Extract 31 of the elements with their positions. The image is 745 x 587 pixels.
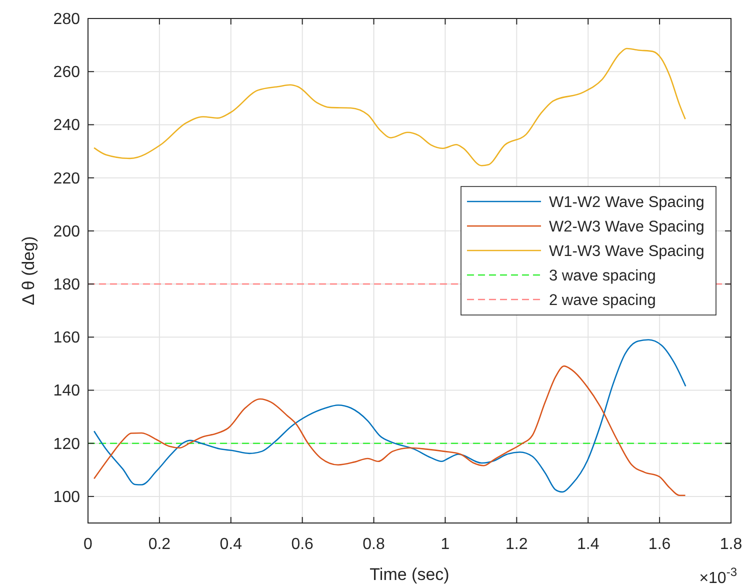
legend-label: W1-W3 Wave Spacing: [549, 243, 704, 260]
legend-label: W1-W2 Wave Spacing: [549, 194, 704, 211]
x-tick-label: 1.6: [648, 536, 671, 553]
x-tick-label: 1.2: [506, 536, 528, 553]
y-tick-label: 220: [53, 170, 80, 188]
x-tick-label: 1: [440, 536, 450, 553]
line-series: [93, 48, 686, 166]
line-series: [93, 339, 686, 493]
y-tick-label: 100: [53, 488, 80, 506]
line-series: [93, 365, 686, 496]
y-tick-label: 140: [53, 382, 80, 400]
legend-label: 3 wave spacing: [549, 268, 656, 284]
y-axis-title: Δ θ (deg): [19, 236, 38, 306]
y-tick-label: 200: [53, 223, 80, 240]
x-tick-label: 0.2: [148, 536, 171, 553]
y-tick-label: 240: [53, 117, 80, 134]
x-tick-label: 0.8: [362, 536, 385, 553]
y-tick-label: 180: [53, 276, 80, 294]
legend-label: W2-W3 Wave Spacing: [549, 218, 704, 236]
x-tick-label: 0.4: [220, 536, 242, 553]
text: ×10$^{-3}$: [699, 565, 738, 587]
y-tick-label: 120: [53, 436, 80, 453]
x-tick-label: 1.4: [576, 536, 600, 553]
legend-label: 2 wave spacing: [549, 292, 656, 309]
y-tick-label: 280: [53, 11, 80, 28]
x-axis-title: Time (sec): [370, 565, 450, 584]
y-tick-label: 260: [53, 64, 80, 82]
x-tick-label: 0.6: [291, 536, 314, 553]
y-tick-label: 160: [53, 330, 80, 347]
x-tick-label: 1.8: [720, 536, 742, 553]
x-tick-label: 0: [84, 536, 93, 553]
